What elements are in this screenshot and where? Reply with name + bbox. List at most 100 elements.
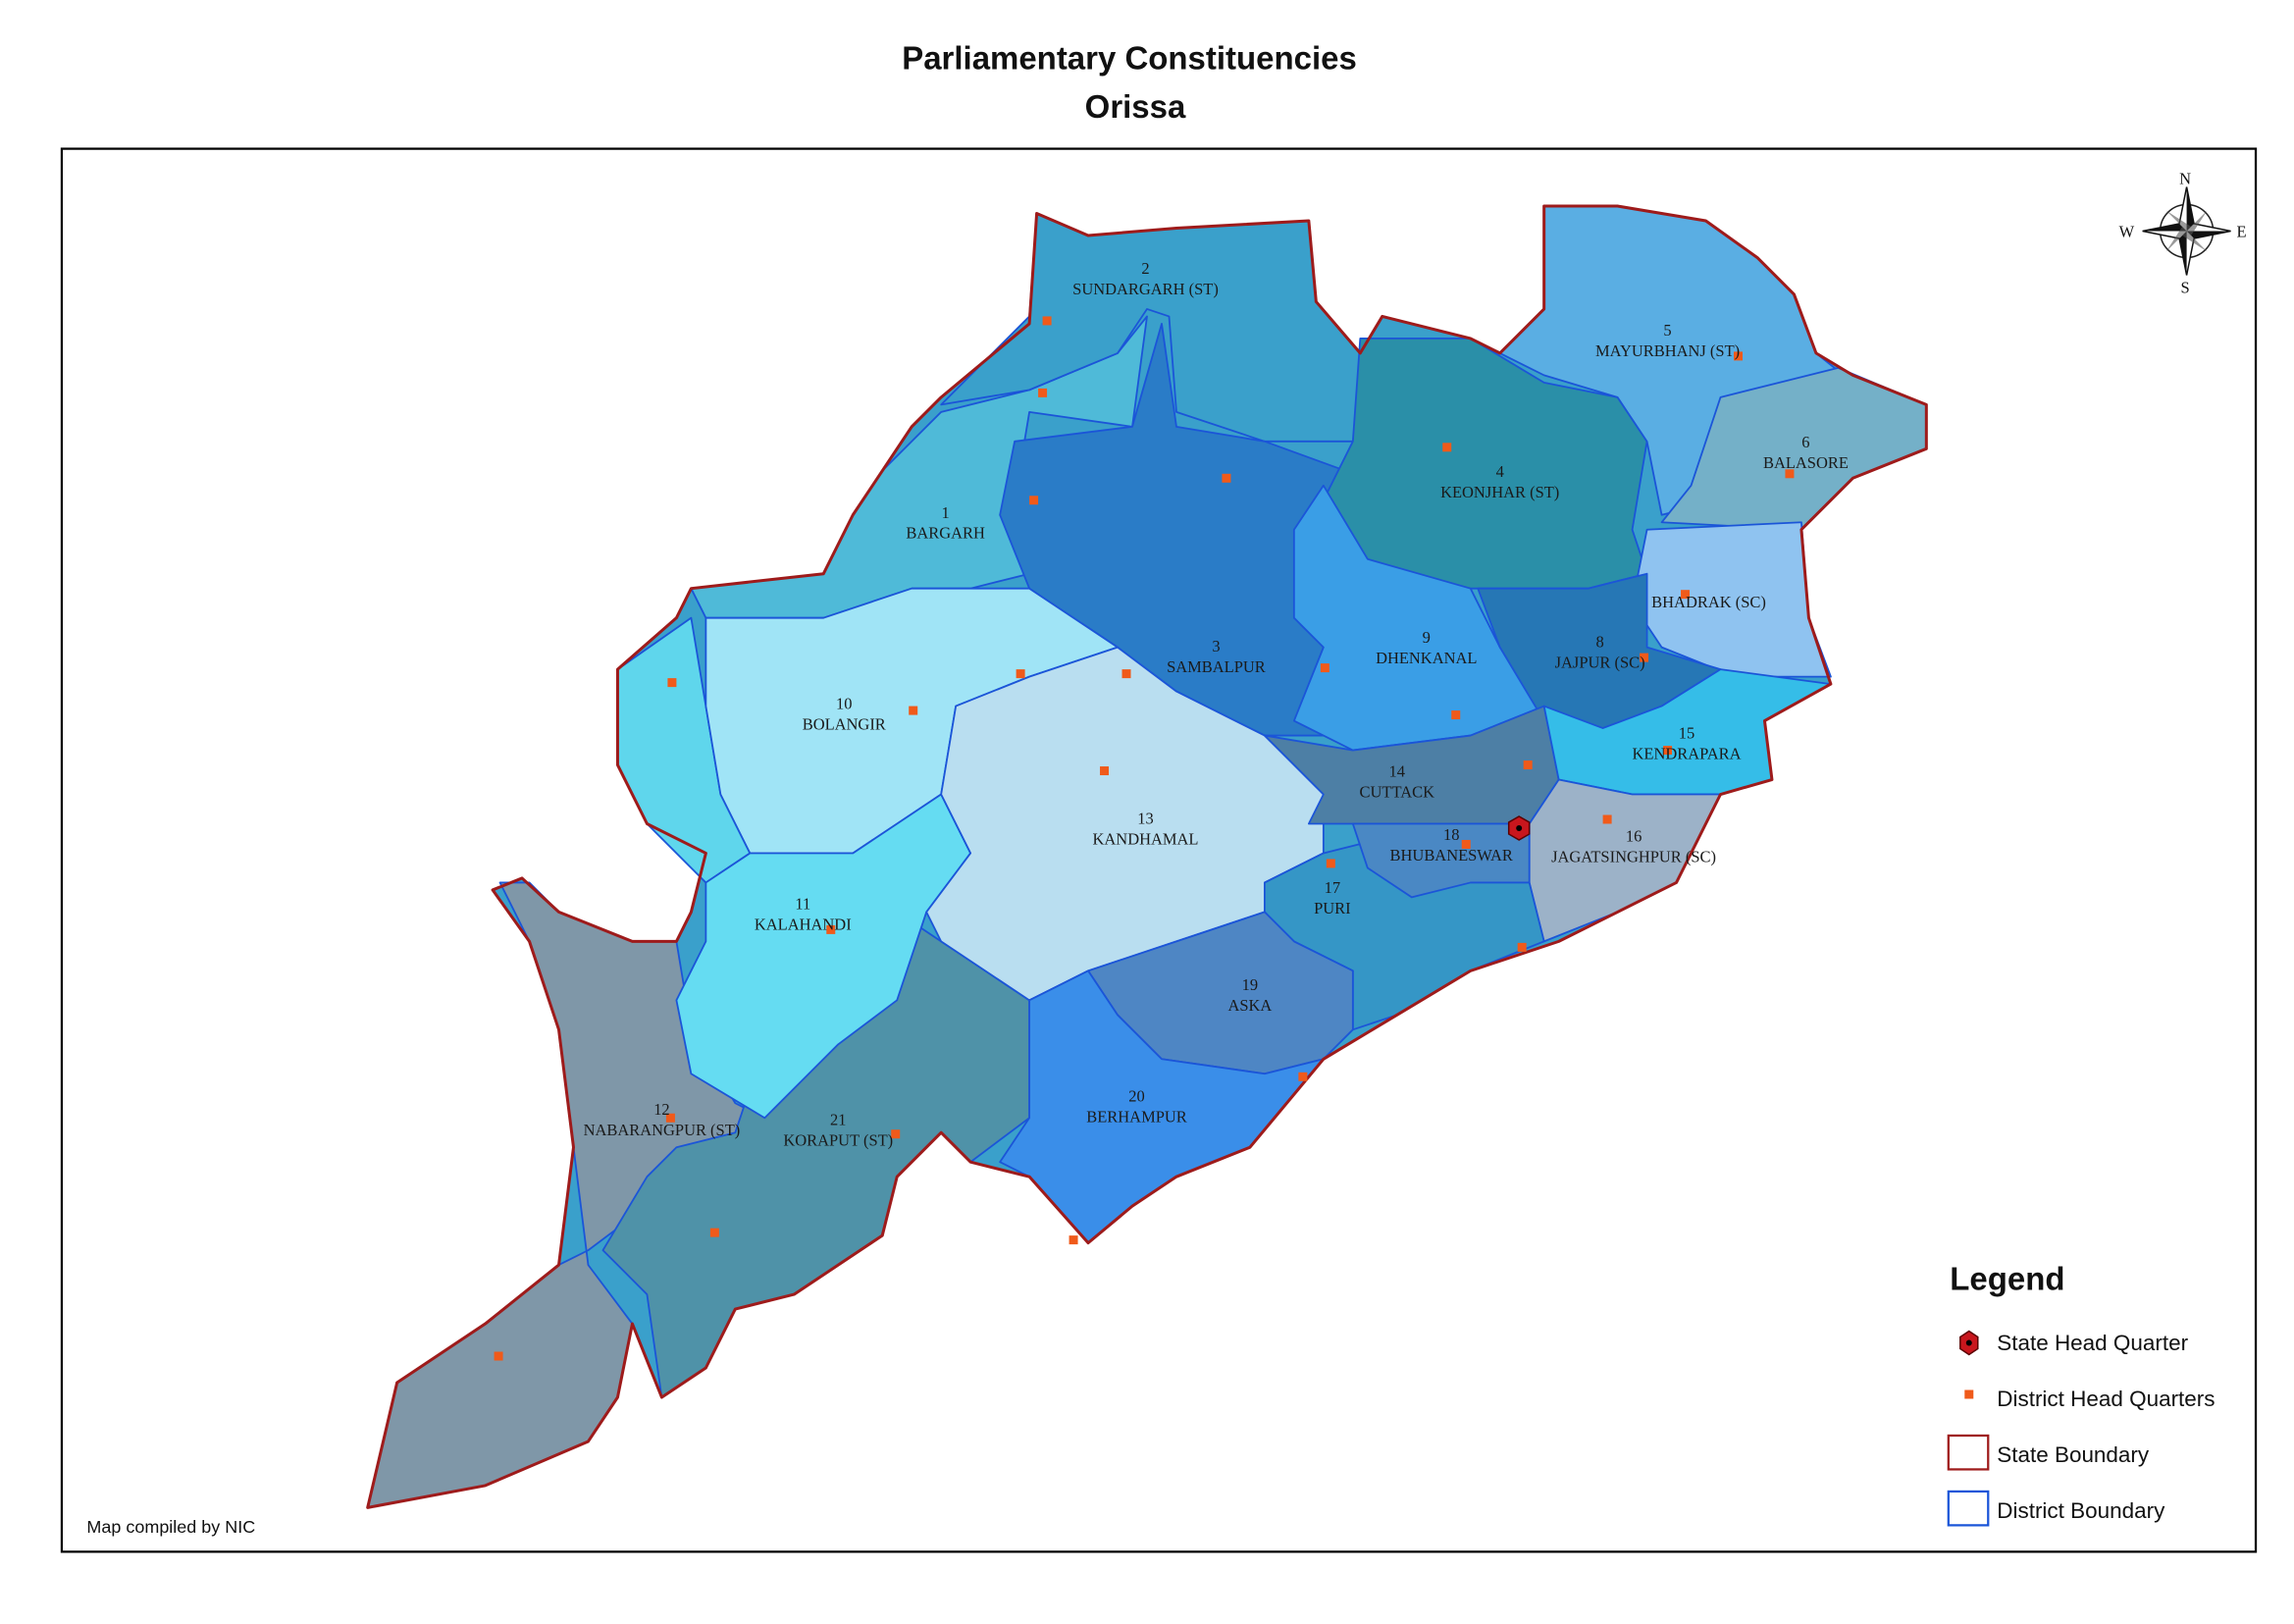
compass: N S E W [2119, 170, 2247, 297]
district-hq [1785, 469, 1795, 479]
compass-diagonals [2165, 210, 2208, 252]
legend-item: State Boundary [1997, 1442, 2150, 1467]
constituency-name: KEONJHAR (ST) [1440, 483, 1559, 501]
constituency-number: 15 [1679, 724, 1694, 743]
constituency-name: DHENKANAL [1376, 649, 1477, 667]
compass-point [2186, 186, 2195, 232]
district-hq [494, 1351, 503, 1361]
constituency-name: BOLANGIR [803, 715, 886, 734]
map-title: Parliamentary Constituencies [902, 40, 1357, 77]
constituency-area [1351, 822, 1531, 899]
map-subtitle: Orissa [1085, 88, 1186, 125]
district-hqs [494, 316, 1795, 1361]
district-hq [1602, 814, 1612, 824]
district-hq [665, 1113, 675, 1123]
district-hq [1222, 473, 1231, 483]
constituency-number: 6 [1801, 433, 1809, 451]
district-hq [1442, 443, 1452, 452]
district-hq [1523, 760, 1533, 770]
compass-point [2186, 231, 2231, 238]
constituency-number: 9 [1423, 628, 1431, 647]
district-hq [1029, 496, 1039, 505]
district-hq [1038, 388, 1048, 397]
constituency-number: 3 [1212, 637, 1220, 655]
credit: Map compiled by NIC [86, 1517, 255, 1537]
district-hq [1640, 653, 1649, 662]
constituency-number: 4 [1496, 462, 1504, 481]
map-frame [60, 147, 2258, 1553]
constituency-name: BERHAMPUR [1086, 1108, 1187, 1126]
constituency-name: PURI [1314, 899, 1351, 917]
constituency-number: 5 [1663, 321, 1671, 340]
constituency-name: SAMBALPUR [1167, 657, 1266, 676]
district-hq [1016, 669, 1025, 679]
district-hq [1121, 669, 1131, 679]
district-hq [1326, 859, 1335, 868]
constituency-name: KALAHANDI [755, 915, 852, 933]
constituency-name: KANDHAMAL [1093, 829, 1199, 848]
constituency-number: 19 [1242, 975, 1258, 994]
constituency-name: NABARANGPUR (ST) [584, 1121, 741, 1139]
constituency-number: 2 [1141, 259, 1149, 278]
compass-s: S [2181, 278, 2190, 296]
legend-symbol [1947, 1434, 1990, 1471]
constituency-number: 1 [942, 503, 950, 522]
constituency-number: 18 [1443, 825, 1459, 844]
district-hq [1100, 766, 1110, 776]
constituency-name: SUNDARGARH (ST) [1072, 280, 1219, 298]
constituency-number: 17 [1325, 878, 1340, 897]
district-hq [1461, 839, 1471, 849]
constituency-name: BHUBANESWAR [1390, 846, 1513, 864]
compass-point [2179, 231, 2187, 276]
compass-point [2142, 224, 2187, 232]
district-hq [1042, 316, 1052, 326]
legend-item: State Head Quarter [1997, 1331, 2188, 1355]
district-hq [667, 678, 677, 688]
constituency-name: JAGATSINGHPUR (SC) [1551, 847, 1716, 865]
state-boundary [366, 204, 1928, 1509]
district-hq [909, 706, 918, 715]
legend-symbol [1964, 1389, 1974, 1399]
district-hq [709, 1228, 719, 1237]
constituency-name: MAYURBHANJ (ST) [1595, 341, 1740, 360]
legend: Legend State Head Quarter District Head … [1947, 1261, 2216, 1527]
legend-symbol [1965, 1339, 1972, 1346]
constituency-number: 21 [830, 1111, 846, 1129]
constituency-name: ASKA [1227, 996, 1272, 1015]
constituency-name: KENDRAPARA [1633, 745, 1742, 763]
legend-symbol [1947, 1490, 1990, 1527]
district-hq [1663, 746, 1673, 756]
district-hq [1451, 710, 1461, 720]
district-hq [1681, 590, 1691, 600]
compass-w: W [2119, 223, 2135, 241]
district-hq [1298, 1072, 1308, 1081]
state-hq-dot [1516, 824, 1523, 831]
constituency-number: 10 [836, 695, 852, 713]
compass-e: E [2237, 223, 2247, 241]
constituency-name: BALASORE [1763, 453, 1849, 472]
constituency-name: CUTTACK [1360, 783, 1435, 802]
district-hq [1320, 663, 1329, 673]
constituency-name: KORAPUT (ST) [783, 1131, 893, 1150]
constituency-number: 20 [1128, 1087, 1144, 1106]
constituency-number: 12 [653, 1100, 669, 1119]
constituency-name: BARGARH [906, 524, 985, 543]
district-hq [1517, 942, 1527, 952]
district-hq [1069, 1235, 1078, 1245]
constituency-name: BHADRAK (SC) [1651, 593, 1766, 611]
district-hq [826, 924, 836, 934]
district-hq [1733, 351, 1743, 361]
constituency-number: 13 [1137, 809, 1153, 827]
labels: 1 BARGARH 2 SUNDARGARH (ST) 3 SAMBALPUR 4 KEONJ… [584, 259, 1849, 1150]
legend-item: District Head Quarters [1997, 1387, 2215, 1411]
district-hq [891, 1129, 901, 1139]
constituency-number: 16 [1626, 826, 1642, 845]
constituency-number: 8 [1595, 633, 1603, 652]
constituency-number: 14 [1389, 762, 1405, 781]
constituency-number: 11 [795, 894, 810, 913]
regions [366, 204, 1928, 1509]
legend-title: Legend [1950, 1261, 2064, 1297]
